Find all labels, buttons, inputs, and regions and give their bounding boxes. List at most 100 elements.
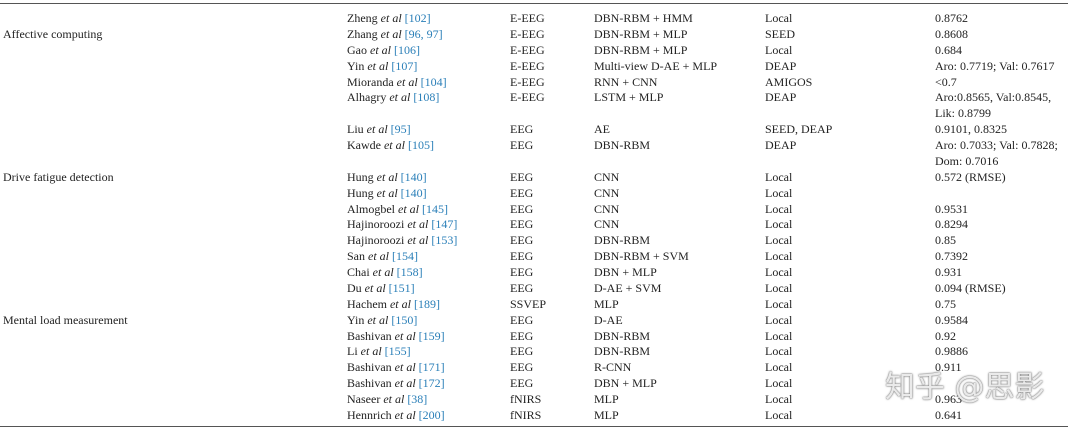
- model: DBN-RBM: [594, 138, 651, 153]
- et-al: et al: [367, 58, 389, 73]
- signal: E-EEG: [510, 42, 545, 57]
- signal: EEG: [510, 376, 534, 391]
- model: DBN-RBM + MLP: [594, 26, 688, 41]
- author: Bashivan: [347, 360, 392, 375]
- citation: [145]: [422, 201, 448, 216]
- et-al: et al: [389, 296, 411, 311]
- et-al: et al: [389, 90, 411, 105]
- author: Hennrich: [347, 408, 392, 422]
- model: CNN: [594, 185, 620, 200]
- dataset: Local: [765, 185, 793, 200]
- citation: [105]: [407, 138, 434, 153]
- citation: [159]: [418, 328, 445, 343]
- author: Hajinoroozi: [347, 217, 405, 232]
- signal: EEG: [510, 201, 534, 216]
- et-al: et al: [372, 265, 394, 280]
- et-al: et al: [394, 376, 416, 391]
- et-al: et al: [407, 217, 429, 232]
- reference: Bashivan et al [159]: [347, 329, 445, 343]
- citation: [96, 97]: [404, 26, 443, 41]
- et-al: et al: [367, 312, 389, 327]
- performance: 0.75: [935, 296, 956, 311]
- model: CNN: [594, 217, 620, 232]
- author: Hung: [347, 169, 374, 184]
- citation: [102]: [404, 11, 431, 25]
- performance: 0.641: [935, 408, 962, 422]
- dataset: Local: [765, 296, 793, 311]
- et-al: et al: [383, 138, 405, 153]
- author: Zheng: [347, 11, 378, 25]
- performance: 0.8608: [935, 26, 968, 41]
- citation: [154]: [392, 249, 418, 264]
- performance: 0.9531: [935, 201, 968, 216]
- model: AE: [594, 122, 610, 137]
- citation: [189]: [413, 296, 440, 311]
- et-al: et al: [364, 280, 386, 295]
- dataset: Local: [765, 42, 793, 57]
- performance: 0.684: [935, 42, 962, 57]
- signal: EEG: [510, 344, 534, 359]
- author: Yin: [347, 58, 365, 73]
- citation: [171]: [418, 360, 445, 375]
- model: DBN-RBM: [594, 344, 651, 359]
- signal: EEG: [510, 249, 534, 264]
- watermark: 知乎 @思影: [885, 370, 1045, 405]
- model: DBN-RBM: [594, 328, 651, 343]
- author: Naseer: [347, 392, 381, 407]
- signal: EEG: [510, 217, 534, 232]
- citation: [155]: [384, 344, 411, 359]
- dataset: DEAP: [765, 58, 797, 73]
- performance: Aro: 0.7033; Val: 0.7828;: [935, 138, 1058, 153]
- category-label: Drive fatigue detection: [3, 169, 114, 184]
- model: Multi-view D-AE + MLP: [594, 58, 718, 73]
- et-al: et al: [394, 408, 416, 422]
- model: DBN-RBM: [594, 233, 651, 248]
- model: CNN: [594, 201, 620, 216]
- signal: E-EEG: [510, 58, 545, 73]
- et-al: et al: [394, 360, 416, 375]
- model: CNN: [594, 169, 620, 184]
- model: MLP: [594, 408, 619, 422]
- reference: Mioranda et al [104]: [347, 75, 447, 89]
- reference: Du et al [151]: [347, 281, 415, 295]
- model: DBN-RBM + SVM: [594, 249, 689, 264]
- author: Alhagry: [347, 90, 387, 105]
- et-al: et al: [380, 11, 402, 25]
- author: Li: [347, 344, 358, 359]
- citation: [151]: [388, 280, 415, 295]
- et-al: et al: [368, 249, 389, 264]
- signal: EEG: [510, 328, 534, 343]
- signal: fNIRS: [510, 408, 542, 422]
- citation: [107]: [391, 58, 418, 73]
- bottom-rule: [0, 426, 1068, 427]
- author: Kawde: [347, 138, 381, 153]
- model: R-CNN: [594, 360, 632, 375]
- performance: 0.8762: [935, 11, 968, 25]
- performance: <0.7: [935, 74, 957, 89]
- model: D-AE + SVM: [594, 280, 662, 295]
- citation: [38]: [407, 392, 428, 407]
- signal: E-EEG: [510, 11, 545, 25]
- performance: 0.8294: [935, 217, 968, 232]
- author: Mioranda: [347, 74, 394, 89]
- model: DBN-RBM + HMM: [594, 11, 693, 25]
- et-al: et al: [396, 74, 418, 89]
- reference: Hajinoroozi et al [153]: [347, 233, 457, 247]
- dataset: Local: [765, 280, 793, 295]
- performance: Aro:0.8565, Val:0.8545,: [935, 90, 1052, 105]
- dataset: Local: [765, 11, 793, 25]
- model: D-AE: [594, 312, 623, 327]
- dataset: Local: [765, 233, 793, 248]
- performance: 0.931: [935, 265, 962, 280]
- citation: [147]: [431, 217, 458, 232]
- reference: Almogbel et al [145]: [347, 202, 448, 216]
- author: Almogbel: [347, 201, 395, 216]
- author: Yin: [347, 312, 365, 327]
- signal: EEG: [510, 138, 534, 153]
- performance: 0.963: [935, 392, 962, 407]
- reference: Hung et al [140]: [347, 186, 427, 200]
- performance: 0.911: [935, 360, 962, 375]
- author: Bashivan: [347, 376, 392, 391]
- performance: 0.094 (RMSE): [935, 280, 1006, 295]
